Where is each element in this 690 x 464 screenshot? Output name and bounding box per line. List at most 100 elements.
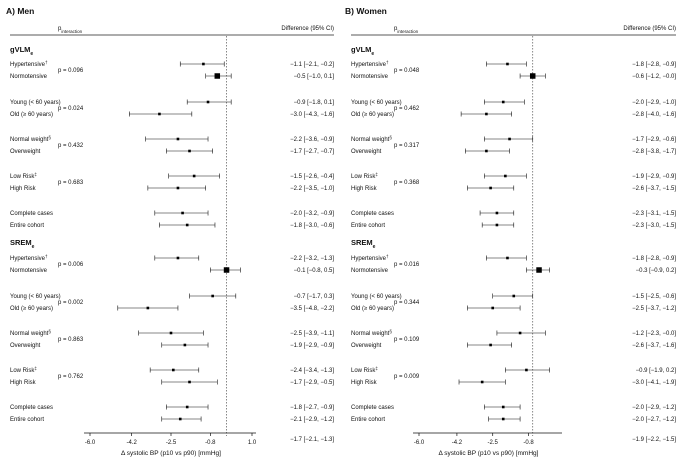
ci-text: −2.6 [−3.7, −1.6]: [632, 343, 676, 349]
p-interaction-value: p = 0.024: [58, 106, 84, 112]
p-interaction-value: p = 0.683: [58, 180, 84, 186]
p-interaction-value: p = 0.096: [58, 68, 84, 74]
point-estimate: [176, 137, 180, 141]
x-tick-label: -6.0: [414, 440, 425, 446]
forest-row: Entire cohort −2.0 [−2.7, −1.2]: [351, 416, 676, 423]
row-label: Old (≥ 60 years): [10, 112, 53, 118]
row-label: Normal weight§: [10, 135, 51, 144]
forest-row: Overweight −2.6 [−3.7, −1.6]: [351, 342, 676, 349]
row-label: Overweight: [351, 149, 382, 155]
row-label: Normotensive: [351, 268, 389, 274]
forest-row: Overweight −1.9 [−2.9, −0.9]: [10, 342, 334, 349]
point-estimate: [176, 186, 180, 190]
p-interaction-value: p = 0.368: [394, 180, 420, 186]
footer-ci-text: −1.9 [−2.2, −1.5]: [632, 437, 676, 443]
group-title-sub: e: [30, 51, 33, 57]
forest-row: Young (< 60 years)p = 0.002 −0.7 [−1.7, 0…: [10, 293, 335, 306]
point-estimate: [185, 223, 189, 227]
ci-text: −2.0 [−2.9, −1.0]: [632, 100, 676, 106]
point-estimate: [529, 73, 536, 79]
point-estimate: [176, 256, 180, 260]
row-label: Entire cohort: [351, 223, 385, 229]
forest-row: Old (≥ 60 years) −2.8 [−4.0, −1.6]: [351, 111, 676, 118]
point-estimate: [223, 267, 230, 273]
footer-ci-text: −1.7 [−2.1, −1.3]: [290, 437, 334, 443]
forest-row: Young (< 60 years)p = 0.462 −2.0 [−2.9, −…: [351, 99, 676, 112]
forest-row: Low Risk‡ p = 0.368 −1.9 [−2.9, −0.9]: [351, 172, 676, 187]
point-estimate: [192, 174, 196, 178]
row-label: Young (< 60 years): [10, 294, 61, 300]
p-interaction-value: p = 0.109: [394, 337, 420, 343]
ci-text: −2.8 [−3.8, −1.7]: [632, 149, 676, 155]
x-tick-label: 1.0: [248, 440, 257, 446]
row-label: Normal weight§: [351, 329, 392, 338]
forest-row: Low Risk‡ p = 0.762 −2.4 [−3.4, −1.3]: [10, 366, 334, 381]
group-title-gvlm: gVLMe: [351, 45, 374, 57]
row-label: Hypertensive†: [351, 60, 389, 69]
ci-text: −3.0 [−4.3, −1.6]: [290, 112, 334, 118]
forest-row: Hypertensive† p = 0.016 −1.8 [−2.8, −0.9]: [351, 254, 676, 269]
forest-row: Entire cohort −2.3 [−3.0, −1.5]: [351, 222, 676, 229]
forest-row: Hypertensive† p = 0.048 −1.8 [−2.8, −0.9]: [351, 60, 676, 75]
forest-row: Old (≥ 60 years) −3.0 [−4.3, −1.6]: [10, 111, 334, 118]
panel-title: A) Men: [6, 6, 34, 16]
row-label: Young (< 60 years): [351, 294, 402, 300]
header-p-interaction: pinteraction: [58, 26, 83, 34]
ci-text: −1.5 [−2.5, −0.6]: [632, 294, 676, 300]
forest-row: High Risk −2.6 [−3.7, −1.5]: [351, 185, 676, 192]
ci-text: −1.8 [−2.8, −0.9]: [632, 256, 676, 262]
point-estimate: [172, 368, 175, 372]
row-label: Entire cohort: [351, 417, 385, 423]
ci-text: −0.7 [−1.7, 0.3]: [294, 294, 335, 300]
ci-text: −2.1 [−2.9, −1.2]: [290, 417, 334, 423]
point-estimate: [489, 343, 492, 347]
row-label: Young (< 60 years): [351, 100, 402, 106]
p-interaction-value: p = 0.016: [394, 262, 420, 268]
point-estimate: [501, 100, 505, 104]
p-interaction-value: p = 0.317: [394, 143, 420, 149]
ci-text: −2.0 [−2.7, −1.2]: [632, 417, 676, 423]
ci-text: −0.9 [−1.9, 0.2]: [636, 368, 677, 374]
header-p-sub: interaction: [397, 29, 418, 34]
row-label: Old (≥ 60 years): [10, 306, 53, 312]
forest-row: Entire cohort −2.1 [−2.9, −1.2]: [10, 416, 334, 423]
point-estimate: [518, 331, 522, 335]
row-label-footnote: †: [45, 254, 48, 259]
point-estimate: [501, 417, 505, 421]
point-estimate: [489, 186, 492, 190]
row-label: Young (< 60 years): [10, 100, 61, 106]
ci-text: −1.9 [−2.9, −0.9]: [290, 343, 334, 349]
row-label-footnote: ‡: [375, 366, 378, 371]
forest-row: Low Risk‡ p = 0.009 −0.9 [−1.9, 0.2]: [351, 366, 676, 381]
ci-text: −2.8 [−4.0, −1.6]: [632, 112, 676, 118]
x-tick-label: -0.8: [205, 440, 216, 446]
group-title-sub: e: [371, 51, 374, 57]
ci-text: −1.7 [−2.9, −0.5]: [290, 380, 334, 386]
forest-row: Low Risk‡ p = 0.683 −1.5 [−2.6, −0.4]: [10, 172, 334, 187]
row-label: Normal weight§: [351, 135, 392, 144]
row-label: High Risk: [10, 186, 37, 192]
row-label-footnote: ‡: [375, 172, 378, 177]
ci-text: −0.6 [−1.2, −0.0]: [632, 74, 676, 80]
p-interaction-value: p = 0.344: [394, 300, 420, 306]
ci-text: −0.9 [−1.8, 0.1]: [294, 100, 335, 106]
ci-text: −1.5 [−2.6, −0.4]: [290, 174, 334, 180]
p-interaction-value: p = 0.462: [394, 106, 420, 112]
forest-row: High Risk −2.2 [−3.5, −1.0]: [10, 185, 334, 192]
x-axis-label: Δ systolic BP (p10 vs p90) [mmHg]: [439, 450, 539, 457]
forest-row: Normal weight§ p = 0.863 −2.5 [−3.9, −1.1]: [10, 329, 334, 344]
point-estimate: [491, 306, 495, 310]
header-difference-ci: Difference (95% CI): [623, 26, 676, 32]
point-estimate: [181, 211, 184, 215]
forest-row: Normotensive −0.3 [−0.9, 0.2]: [351, 267, 676, 274]
forest-row: Complete cases −1.8 [−2.7, −0.9]: [10, 404, 334, 411]
ci-text: −1.2 [−2.3, −0.0]: [632, 331, 676, 337]
x-tick-label: -2.5: [488, 440, 499, 446]
forest-row: Complete cases −2.0 [−2.9, −1.2]: [351, 404, 676, 411]
group-title-sub: e: [373, 244, 376, 250]
ci-text: −1.7 [−2.7, −0.7]: [290, 149, 334, 155]
row-label-footnote: §: [389, 329, 392, 334]
row-label: Old (≥ 60 years): [351, 306, 394, 312]
x-tick-label: -2.5: [166, 440, 177, 446]
